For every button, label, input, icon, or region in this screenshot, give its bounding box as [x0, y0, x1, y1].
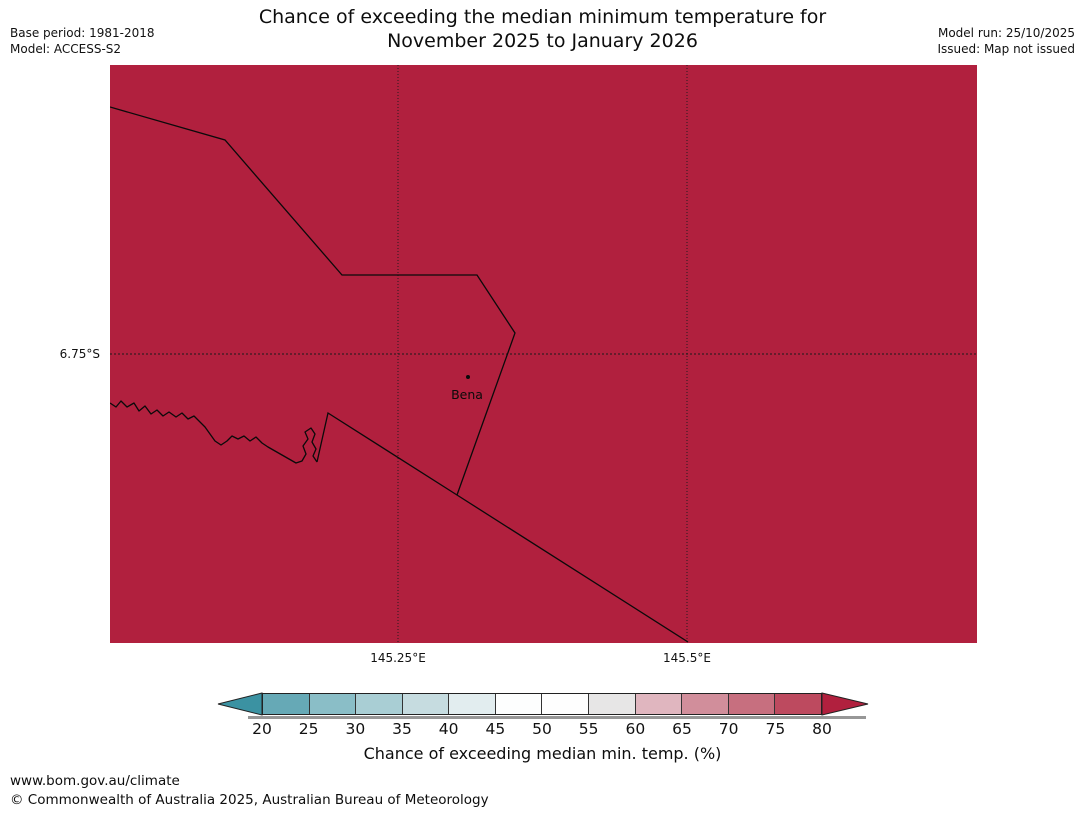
colorbar-tick-label: 70 — [718, 720, 739, 738]
footer-copyright: © Commonwealth of Australia 2025, Austra… — [10, 792, 489, 808]
page-title: Chance of exceeding the median minimum t… — [0, 6, 1085, 53]
colorbar-arrow-left — [217, 692, 263, 716]
lon-tick-label-1: 145.25°E — [370, 651, 426, 665]
page-title-line1: Chance of exceeding the median minimum t… — [258, 6, 827, 28]
map-graphic — [109, 65, 977, 643]
colorbar-tick-label: 60 — [625, 720, 646, 738]
colorbar-segment — [681, 694, 728, 714]
base-period-block: Base period: 1981-2018 Model: ACCESS-S2 — [10, 25, 155, 57]
colorbar-tick-label: 75 — [765, 720, 786, 738]
model-label: Model: ACCESS-S2 — [10, 42, 122, 56]
border-line-diagonal — [316, 411, 689, 643]
colorbar-segment — [494, 694, 542, 714]
colorbar-segment — [541, 694, 589, 714]
colorbar — [262, 693, 822, 715]
colorbar-tick-label: 20 — [252, 720, 272, 738]
base-period-label: Base period: 1981-2018 — [10, 26, 155, 40]
colorbar-tick-label: 80 — [812, 720, 832, 738]
place-label-bena: Bena — [451, 387, 483, 402]
colorbar-tick-label: 35 — [392, 720, 412, 738]
colorbar-arrow-right-shape — [821, 692, 869, 716]
colorbar-caption: Chance of exceeding median min. temp. (%… — [363, 744, 722, 763]
model-run-block: Model run: 25/10/2025 Issued: Map not is… — [937, 25, 1075, 57]
place-marker-bena — [466, 375, 470, 379]
colorbar-tick-label: 50 — [532, 720, 552, 738]
border-line-north — [109, 106, 516, 496]
colorbar-arrow-left-shape — [217, 692, 263, 716]
map-canvas: Bena — [109, 65, 977, 643]
colorbar-segment — [634, 694, 682, 714]
colorbar-segment — [308, 694, 356, 714]
page-title-line2: November 2025 to January 2026 — [387, 29, 698, 52]
colorbar-segment — [774, 694, 821, 714]
lon-tick-label-2: 145.5°E — [663, 651, 711, 665]
colorbar-arrow-right — [821, 692, 869, 716]
footer: www.bom.gov.au/climate © Commonwealth of… — [10, 772, 489, 810]
colorbar-tick-label: 30 — [345, 720, 366, 738]
colorbar-segment — [727, 694, 775, 714]
colorbar-segment — [588, 694, 635, 714]
colorbar-tick-label: 55 — [578, 720, 599, 738]
colorbar-segment — [448, 694, 495, 714]
colorbar-segment — [401, 694, 449, 714]
colorbar-tick-label: 65 — [672, 720, 692, 738]
model-run-label: Model run: 25/10/2025 — [937, 26, 1075, 40]
colorbar-tick-row: 20 25 30 35 40 45 50 55 60 65 70 75 80 — [0, 720, 1085, 740]
colorbar-segment — [263, 694, 309, 714]
colorbar-segment — [355, 694, 402, 714]
colorbar-tick-label: 25 — [298, 720, 319, 738]
colorbar-shadow — [248, 716, 866, 719]
colorbar-tick-label: 45 — [485, 720, 506, 738]
lat-tick-label: 6.75°S — [59, 347, 100, 361]
river-line — [109, 400, 318, 464]
issued-label: Issued: Map not issued — [937, 42, 1075, 56]
footer-url: www.bom.gov.au/climate — [10, 773, 180, 789]
colorbar-tick-label: 40 — [438, 720, 459, 738]
